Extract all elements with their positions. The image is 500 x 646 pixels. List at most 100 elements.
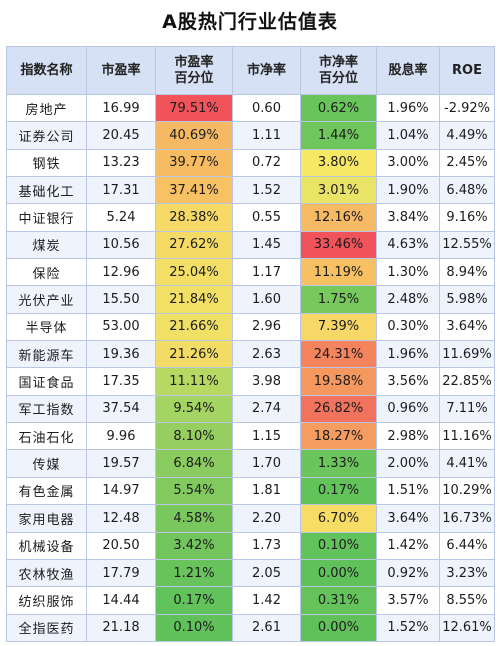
dividend-yield: 3.64% xyxy=(376,504,440,533)
pe-value: 17.35 xyxy=(86,367,156,396)
roe-value: 2.45% xyxy=(439,148,495,178)
roe-value: -2.92% xyxy=(439,93,495,123)
table-row: 基础化工 17.31 37.41% 1.52 3.01% 1.90% 6.48% xyxy=(6,176,495,205)
table-row: 光伏产业 15.50 21.84% 1.60 1.75% 2.48% 5.98% xyxy=(6,285,495,314)
pb-percentile: 0.31% xyxy=(300,586,377,615)
roe-value: 12.61% xyxy=(439,613,495,643)
pb-value: 2.20 xyxy=(232,504,301,533)
table-row: 军工指数 37.54 9.54% 2.74 26.82% 0.96% 7.11% xyxy=(6,394,495,424)
dividend-yield: 1.30% xyxy=(376,258,440,287)
page-title: A股热门行业估值表 xyxy=(162,11,338,33)
dividend-yield: 1.90% xyxy=(376,176,440,205)
pb-value: 2.96 xyxy=(232,312,301,342)
table-row: 中证银行 5.24 28.38% 0.55 12.16% 3.84% 9.16% xyxy=(6,203,495,232)
column-header: 市盈率 百分位 xyxy=(155,46,233,95)
pe-value: 53.00 xyxy=(86,312,156,342)
pb-percentile: 7.39% xyxy=(300,312,377,342)
industry-name: 全指医药 xyxy=(6,613,87,643)
dividend-yield: 0.92% xyxy=(376,558,440,588)
table-row: 传媒 19.57 6.84% 1.70 1.33% 2.00% 4.41% xyxy=(6,449,495,478)
pb-value: 2.63 xyxy=(232,340,301,369)
column-header-label: 股息率 xyxy=(388,62,428,78)
pb-value: 2.61 xyxy=(232,613,301,643)
table-body: 房地产 16.99 79.51% 0.60 0.62% 1.96% -2.92% 证券公司 20… xyxy=(6,93,495,643)
pe-value: 14.97 xyxy=(86,476,156,506)
roe-value: 8.94% xyxy=(439,258,495,287)
table-row: 新能源车 19.36 21.26% 2.63 24.31% 1.96% 11.69% xyxy=(6,340,495,369)
dividend-yield: 2.48% xyxy=(376,285,440,314)
pe-value: 19.36 xyxy=(86,340,156,369)
pb-percentile: 33.46% xyxy=(300,230,377,260)
pb-percentile: 1.44% xyxy=(300,121,377,150)
pe-percentile: 4.58% xyxy=(155,504,233,533)
pb-value: 0.55 xyxy=(232,203,301,232)
roe-value: 3.64% xyxy=(439,312,495,342)
table-header-row: 指数名称 市盈率 市盈率 百分位 市净率 市净率 百分位 股息率 ROE xyxy=(6,46,495,95)
dividend-yield: 3.56% xyxy=(376,367,440,396)
table-row: 房地产 16.99 79.51% 0.60 0.62% 1.96% -2.92% xyxy=(6,93,495,123)
column-header: ROE xyxy=(439,46,495,95)
table-row: 全指医药 21.18 0.10% 2.61 0.00% 1.52% 12.61% xyxy=(6,613,495,643)
pe-value: 37.54 xyxy=(86,394,156,424)
column-header-label: 市盈率 xyxy=(101,62,141,78)
dividend-yield: 1.96% xyxy=(376,93,440,123)
pb-percentile: 0.00% xyxy=(300,558,377,588)
industry-name: 半导体 xyxy=(6,312,87,342)
pb-percentile: 1.33% xyxy=(300,449,377,478)
column-header-label: 指数名称 xyxy=(20,62,73,78)
pb-value: 1.60 xyxy=(232,285,301,314)
roe-value: 4.41% xyxy=(439,449,495,478)
industry-name: 煤炭 xyxy=(6,230,87,260)
pe-value: 20.50 xyxy=(86,531,156,560)
table-row: 石油石化 9.96 8.10% 1.15 18.27% 2.98% 11.16% xyxy=(6,422,495,451)
pb-percentile: 26.82% xyxy=(300,394,377,424)
roe-value: 11.16% xyxy=(439,422,495,451)
column-header-label: 市净率 xyxy=(246,62,286,78)
dividend-yield: 4.63% xyxy=(376,230,440,260)
roe-value: 11.69% xyxy=(439,340,495,369)
roe-value: 4.49% xyxy=(439,121,495,150)
pe-percentile: 79.51% xyxy=(155,93,233,123)
pe-value: 17.31 xyxy=(86,176,156,205)
pe-value: 19.57 xyxy=(86,449,156,478)
dividend-yield: 2.98% xyxy=(376,422,440,451)
pb-value: 2.05 xyxy=(232,558,301,588)
pe-percentile: 21.66% xyxy=(155,312,233,342)
industry-name: 中证银行 xyxy=(6,203,87,232)
table-row: 机械设备 20.50 3.42% 1.73 0.10% 1.42% 6.44% xyxy=(6,531,495,560)
pe-percentile: 40.69% xyxy=(155,121,233,150)
dividend-yield: 3.57% xyxy=(376,586,440,615)
pe-value: 15.50 xyxy=(86,285,156,314)
pb-percentile: 24.31% xyxy=(300,340,377,369)
industry-name: 国证食品 xyxy=(6,367,87,396)
industry-name: 军工指数 xyxy=(6,394,87,424)
pe-value: 21.18 xyxy=(86,613,156,643)
pe-value: 5.24 xyxy=(86,203,156,232)
pb-percentile: 3.80% xyxy=(300,148,377,178)
roe-value: 10.29% xyxy=(439,476,495,506)
pb-value: 0.72 xyxy=(232,148,301,178)
dividend-yield: 3.84% xyxy=(376,203,440,232)
pe-percentile: 0.10% xyxy=(155,613,233,643)
pb-value: 1.70 xyxy=(232,449,301,478)
pe-value: 17.79 xyxy=(86,558,156,588)
roe-value: 6.48% xyxy=(439,176,495,205)
pe-percentile: 5.54% xyxy=(155,476,233,506)
dividend-yield: 2.00% xyxy=(376,449,440,478)
column-header-sublabel: 百分位 xyxy=(318,70,358,86)
industry-name: 机械设备 xyxy=(6,531,87,560)
pe-percentile: 3.42% xyxy=(155,531,233,560)
pb-percentile: 6.70% xyxy=(300,504,377,533)
pe-percentile: 8.10% xyxy=(155,422,233,451)
pb-value: 0.60 xyxy=(232,93,301,123)
column-header-sublabel: 百分位 xyxy=(174,70,214,86)
dividend-yield: 1.04% xyxy=(376,121,440,150)
pe-value: 16.99 xyxy=(86,93,156,123)
industry-name: 保险 xyxy=(6,258,87,287)
roe-value: 5.98% xyxy=(439,285,495,314)
pb-percentile: 12.16% xyxy=(300,203,377,232)
industry-name: 传媒 xyxy=(6,449,87,478)
pe-value: 14.44 xyxy=(86,586,156,615)
industry-name: 有色金属 xyxy=(6,476,87,506)
dividend-yield: 1.42% xyxy=(376,531,440,560)
